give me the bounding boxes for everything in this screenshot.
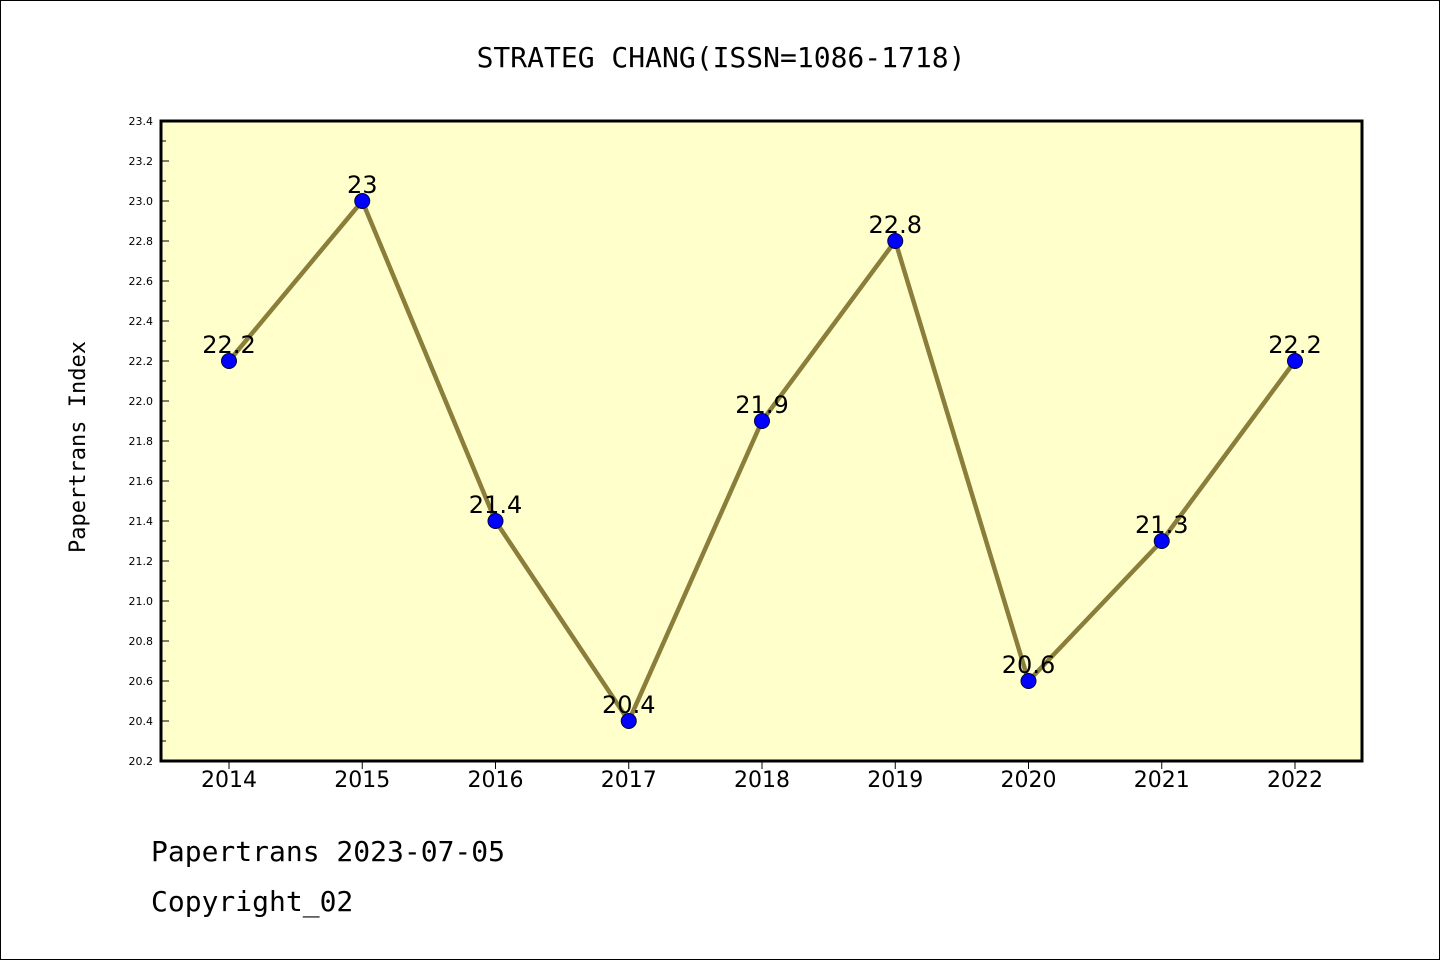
data-value-label: 20.6 (1002, 651, 1055, 679)
data-point-marker (354, 193, 371, 209)
series-markers (221, 193, 1303, 729)
data-value-label: 23 (347, 171, 378, 199)
data-point-marker (1020, 673, 1037, 689)
y-tick-label: 21.8 (129, 435, 154, 448)
x-axis: 2014 2015 2016 2017 2018 2019 2020 2021 2022 (201, 761, 1323, 793)
y-tick-label: 21.0 (129, 595, 154, 608)
footer-copyright: Copyright_02 (151, 885, 354, 918)
data-point-marker (620, 713, 637, 729)
data-point-marker (1287, 353, 1303, 369)
footer-date: Papertrans 2023-07-05 (151, 835, 506, 868)
data-value-label: 21.9 (735, 391, 788, 419)
data-point-marker (887, 233, 904, 249)
y-tick-label: 20.4 (129, 715, 154, 728)
y-tick-label: 20.8 (129, 635, 154, 648)
data-value-label: 21.3 (1135, 511, 1188, 539)
y-tick-label: 20.2 (129, 755, 154, 768)
y-tick-label: 23.0 (129, 195, 154, 208)
x-tick-label: 2014 (201, 768, 257, 793)
y-tick-label: 23.4 (129, 115, 154, 128)
data-point-marker (487, 513, 504, 529)
y-tick-label: 22.2 (129, 355, 154, 368)
x-tick-label: 2021 (1134, 768, 1190, 793)
data-value-label: 22.2 (202, 331, 255, 359)
x-tick-label: 2019 (867, 768, 923, 793)
y-axis-label: Papertrans Index (66, 341, 91, 553)
y-tick-label: 22.4 (129, 315, 154, 328)
x-tick-label: 2018 (734, 768, 790, 793)
chart-title: STRATEG CHANG(ISSN=1086-1718) (477, 41, 966, 74)
data-point-marker (754, 413, 770, 429)
y-axis: 20.2 20.4 20.6 20.8 21.0 21.2 21.4 21.6 21.8 22.0… (129, 115, 169, 768)
y-tick-label: 21.2 (129, 555, 154, 568)
y-tick-label: 22.6 (129, 275, 154, 288)
data-labels: 22.2 23 21.4 20.4 21.9 22.8 20.6 21.3 22.2 (202, 171, 1321, 719)
y-tick-label: 22.8 (129, 235, 154, 248)
x-tick-label: 2017 (601, 768, 657, 793)
data-point-marker (221, 353, 237, 369)
data-value-label: 20.4 (602, 691, 655, 719)
y-tick-label: 20.6 (129, 675, 154, 688)
data-value-label: 22.2 (1268, 331, 1321, 359)
data-point-marker (1153, 533, 1170, 549)
x-tick-label: 2022 (1267, 768, 1323, 793)
y-tick-label: 21.6 (129, 475, 154, 488)
plot-area (159, 119, 1364, 763)
y-tick-label: 21.4 (129, 515, 154, 528)
y-tick-label: 23.2 (129, 155, 154, 168)
x-tick-label: 2020 (1001, 768, 1057, 793)
x-tick-label: 2016 (468, 768, 524, 793)
x-tick-label: 2015 (334, 768, 390, 793)
data-value-label: 22.8 (869, 211, 922, 239)
y-tick-label: 22.0 (129, 395, 154, 408)
data-value-label: 21.4 (469, 491, 522, 519)
